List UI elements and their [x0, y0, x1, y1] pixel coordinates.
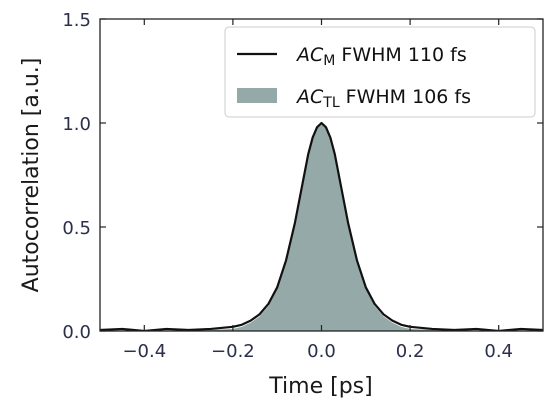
y-axis-label: Autocorrelation [a.u.] [19, 58, 44, 293]
legend-box [224, 26, 536, 118]
x-tick-label: −0.2 [211, 341, 255, 362]
legend-entry-label: ACTL FWHM 106 fs [295, 86, 471, 111]
x-axis-label: Time [ps] [268, 374, 372, 399]
series-area-1 [100, 123, 543, 331]
x-tick-label: 0.2 [396, 341, 425, 362]
legend-area-swatch [237, 88, 277, 103]
axes: −0.4 −0.2 0.0 0.2 0.4 0.0 0.5 1.0 1.5 [62, 10, 544, 362]
y-tick-label: 0.5 [62, 218, 91, 239]
y-tick-label: 1.0 [62, 114, 91, 135]
series-line-0 [100, 121, 543, 331]
legend: ACM FWHM 110 fs ACTL FWHM 106 fs [224, 26, 536, 118]
x-tick-label: 0.0 [307, 341, 336, 362]
x-tick-label: −0.4 [122, 341, 166, 362]
y-tick-label: 0.0 [62, 322, 91, 343]
x-tick-label: 0.4 [484, 341, 513, 362]
legend-entry-label: ACM FWHM 110 fs [295, 44, 467, 69]
y-tick-label: 1.5 [62, 10, 91, 31]
plot-area [100, 121, 543, 331]
